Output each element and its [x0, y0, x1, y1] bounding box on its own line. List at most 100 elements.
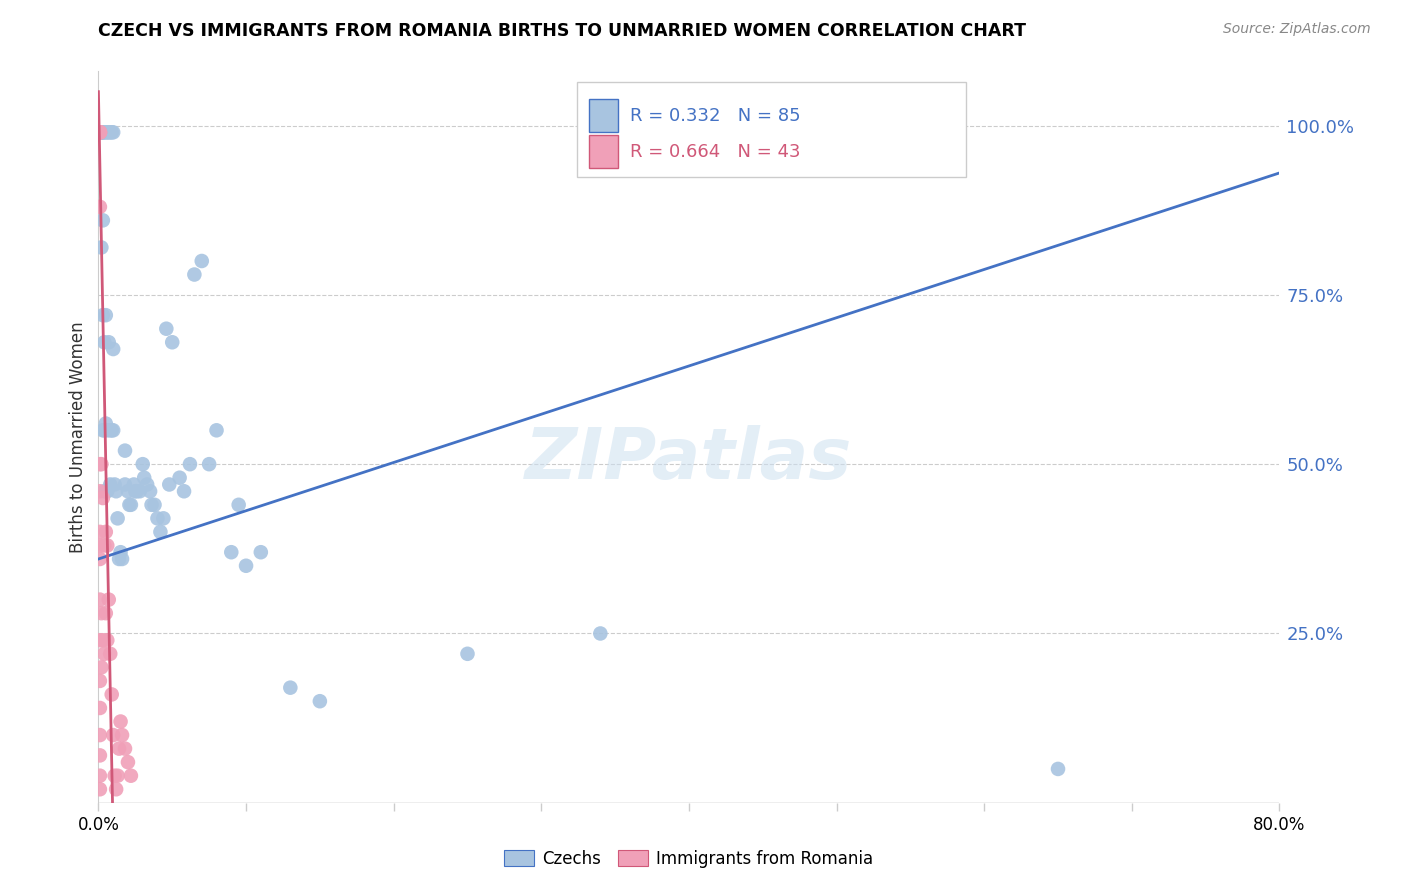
Point [97, 335, 120, 350]
Point [108, 552, 131, 566]
Point [91, 125, 114, 139]
Point [456, 647, 478, 661]
Point [90, 606, 112, 620]
Point [149, 524, 172, 539]
Point [96, 484, 118, 499]
Point [98, 423, 121, 437]
Point [89, 125, 111, 139]
Point [228, 498, 250, 512]
Point [91, 423, 114, 437]
Point [235, 558, 257, 573]
Point [94, 125, 117, 139]
Point [219, 545, 242, 559]
Point [89, 125, 111, 139]
Point [90, 240, 112, 254]
Point [104, 769, 127, 783]
Point [124, 484, 146, 499]
Point [91, 213, 114, 227]
Point [107, 511, 129, 525]
Point [94, 484, 117, 499]
Point [309, 694, 332, 708]
Point [89, 728, 111, 742]
Point [155, 322, 177, 336]
Point [128, 484, 150, 499]
Point [1046, 762, 1069, 776]
Point [162, 335, 183, 350]
Point [103, 342, 125, 356]
Point [91, 633, 114, 648]
Point [90, 125, 112, 139]
Point [117, 755, 139, 769]
Point [108, 741, 131, 756]
Point [90, 538, 112, 552]
Point [89, 200, 111, 214]
Point [98, 125, 121, 139]
Point [114, 477, 136, 491]
Point [132, 457, 155, 471]
Point [98, 477, 121, 491]
Point [89, 125, 111, 139]
Point [94, 308, 117, 322]
Point [94, 606, 117, 620]
Point [89, 125, 111, 139]
Point [152, 511, 174, 525]
Point [89, 701, 111, 715]
Point [141, 498, 163, 512]
Point [93, 125, 115, 139]
Point [103, 728, 125, 742]
Point [122, 477, 145, 491]
Point [89, 673, 111, 688]
Point [91, 491, 114, 505]
Point [89, 125, 111, 139]
Text: ZIPatlas: ZIPatlas [526, 425, 852, 493]
Point [93, 538, 115, 552]
Point [111, 552, 134, 566]
Point [120, 498, 142, 512]
Point [125, 484, 148, 499]
Text: CZECH VS IMMIGRANTS FROM ROMANIA BIRTHS TO UNMARRIED WOMEN CORRELATION CHART: CZECH VS IMMIGRANTS FROM ROMANIA BIRTHS … [98, 22, 1026, 40]
Point [96, 423, 118, 437]
Point [107, 769, 129, 783]
Point [89, 125, 111, 139]
Point [89, 125, 111, 139]
Point [139, 484, 162, 499]
Text: Source: ZipAtlas.com: Source: ZipAtlas.com [1223, 22, 1371, 37]
Point [105, 484, 128, 499]
Point [89, 592, 111, 607]
Point [173, 484, 195, 499]
Point [100, 688, 122, 702]
Point [100, 423, 122, 437]
Point [89, 125, 111, 139]
Point [93, 484, 115, 499]
Point [89, 524, 111, 539]
Point [96, 538, 118, 552]
Point [89, 484, 111, 499]
Point [89, 125, 111, 139]
Point [90, 125, 112, 139]
Point [89, 125, 111, 139]
Point [100, 125, 122, 139]
Point [114, 443, 136, 458]
Text: R = 0.664   N = 43: R = 0.664 N = 43 [630, 143, 800, 161]
Point [97, 592, 120, 607]
Point [89, 125, 111, 139]
FancyBboxPatch shape [589, 135, 619, 168]
Point [94, 524, 117, 539]
Point [91, 308, 114, 322]
Point [93, 335, 115, 350]
Point [90, 660, 112, 674]
Point [89, 125, 111, 139]
Point [91, 125, 114, 139]
Point [198, 457, 221, 471]
Point [179, 457, 201, 471]
Point [89, 457, 111, 471]
Point [89, 125, 111, 139]
Point [90, 125, 112, 139]
Point [589, 626, 612, 640]
Point [94, 417, 117, 431]
Point [104, 477, 127, 491]
Point [169, 471, 191, 485]
Point [89, 633, 111, 648]
FancyBboxPatch shape [589, 99, 619, 132]
Point [90, 125, 112, 139]
